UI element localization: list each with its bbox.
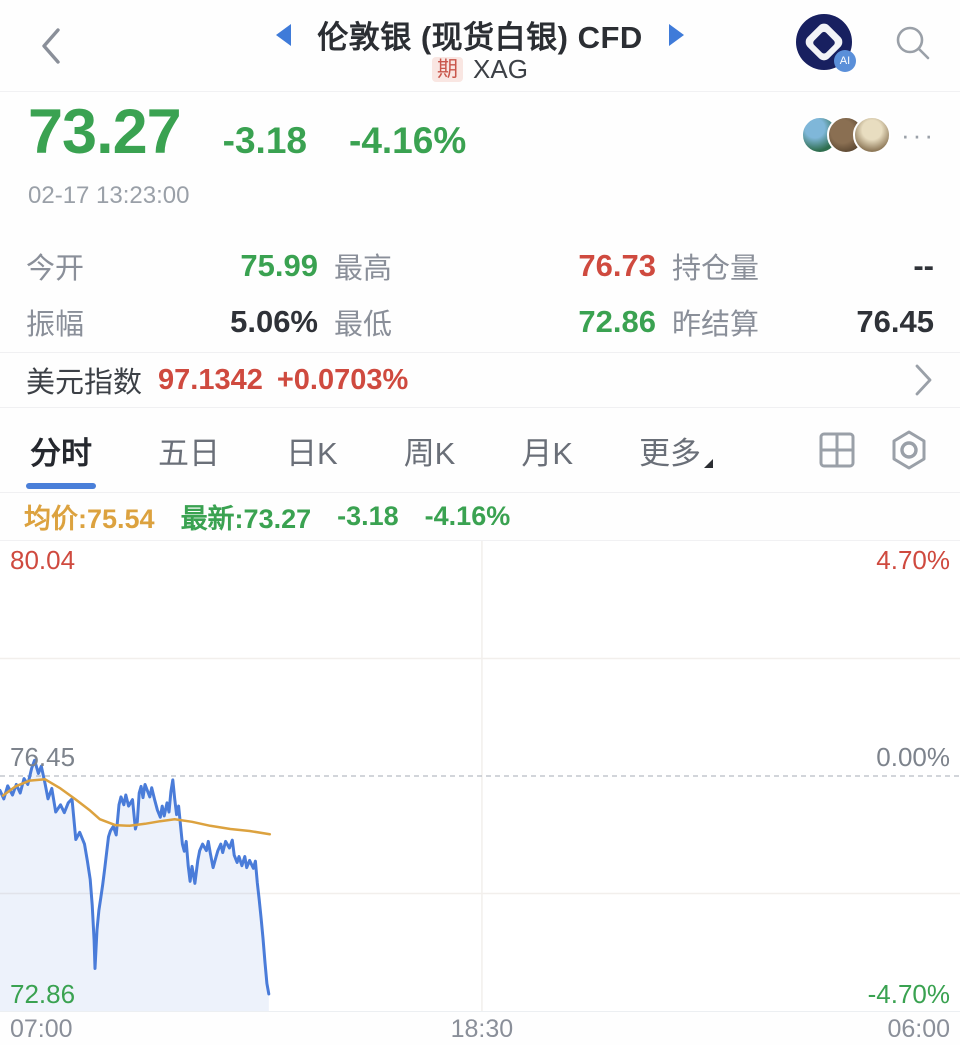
page-title: 伦敦银 (现货白银) CFD <box>317 20 643 55</box>
header: 伦敦银 (现货白银) CFD 期 XAG AI <box>0 0 960 92</box>
y-axis-min-pct: -4.70% <box>867 979 950 1009</box>
prev-instrument-icon[interactable] <box>276 23 292 46</box>
tab-minute[interactable]: 分时 <box>30 408 92 492</box>
quote-timestamp: 02-17 13:23:00 <box>28 182 190 209</box>
stat-prev-settle: 昨结算 76.45 <box>672 304 934 341</box>
period-tabs: 分时 五日 日K 周K 月K 更多 <box>0 408 960 493</box>
indicator-settings-icon[interactable] <box>888 429 930 471</box>
latest-change-pct-legend: -4.16% <box>424 501 511 531</box>
usd-index-label: 美元指数 <box>26 367 143 399</box>
price-line-chart[interactable] <box>0 541 960 1011</box>
stat-low: 最低 72.86 <box>334 304 656 341</box>
usd-index-row[interactable]: 美元指数 97.1342 +0.0703% <box>0 352 960 408</box>
ai-assistant-icon[interactable]: AI <box>796 14 856 72</box>
x-tick-close: 06:00 <box>887 1015 950 1043</box>
stats-grid: 今开 75.99 最高 76.73 持仓量 -- 振幅 5.06% 最低 72.… <box>0 232 960 352</box>
x-tick-open: 07:00 <box>10 1015 73 1043</box>
y-axis-max-pct: 4.70% <box>876 545 950 575</box>
price-change: -3.18 <box>222 120 307 161</box>
chevron-right-icon[interactable] <box>912 363 934 397</box>
y-axis-max-price: 80.04 <box>10 545 76 575</box>
avg-price-legend: 均价:75.54 <box>24 504 155 534</box>
usd-index-value: 97.1342 <box>158 363 263 396</box>
search-icon[interactable] <box>894 24 932 62</box>
last-price: 73.27 <box>28 97 182 167</box>
discussion-avatars[interactable]: ··· <box>801 116 936 154</box>
next-instrument-icon[interactable] <box>668 23 684 46</box>
x-tick-mid: 18:30 <box>450 1015 514 1043</box>
tab-monthly-k[interactable]: 月K <box>521 435 574 471</box>
ai-badge-label: AI <box>834 50 856 72</box>
usd-index-change: +0.0703% <box>276 363 409 396</box>
quote-section: 73.27 -3.18 -4.16% 02-17 13:23:00 ··· <box>0 92 960 232</box>
grid-layout-icon[interactable] <box>816 429 858 471</box>
back-icon[interactable] <box>38 26 64 66</box>
y-axis-min-price: 72.86 <box>10 979 76 1009</box>
stat-high: 最高 76.73 <box>334 248 656 285</box>
symbol-code: XAG <box>473 54 528 84</box>
tab-5day[interactable]: 五日 <box>158 435 220 471</box>
intraday-chart[interactable]: 80.04 76.45 72.86 4.70% 0.00% -4.70% <box>0 540 960 1012</box>
tab-weekly-k[interactable]: 周K <box>403 435 456 471</box>
y-axis-mid-price: 76.45 <box>10 742 76 772</box>
avatar <box>853 116 892 154</box>
y-axis-zero-pct: 0.00% <box>876 742 950 772</box>
tab-daily-k[interactable]: 日K <box>286 435 338 471</box>
x-axis: 07:00 18:30 06:00 <box>0 1012 960 1045</box>
more-caret-icon <box>704 459 714 468</box>
stat-open-interest: 持仓量 -- <box>672 248 934 285</box>
latest-price-legend: 最新:73.27 <box>180 504 312 534</box>
subtitle: 期 XAG <box>0 54 960 85</box>
more-dots-icon[interactable]: ··· <box>901 120 936 150</box>
futures-badge: 期 <box>432 57 464 82</box>
latest-change-legend: -3.18 <box>337 501 399 531</box>
chart-legend: 均价:75.54 最新:73.27 -3.18 -4.16% <box>0 493 960 540</box>
stat-open: 今开 75.99 <box>26 248 318 285</box>
stat-amplitude: 振幅 5.06% <box>26 304 318 341</box>
tab-more[interactable]: 更多 <box>639 408 714 492</box>
price-change-pct: -4.16% <box>349 120 467 161</box>
